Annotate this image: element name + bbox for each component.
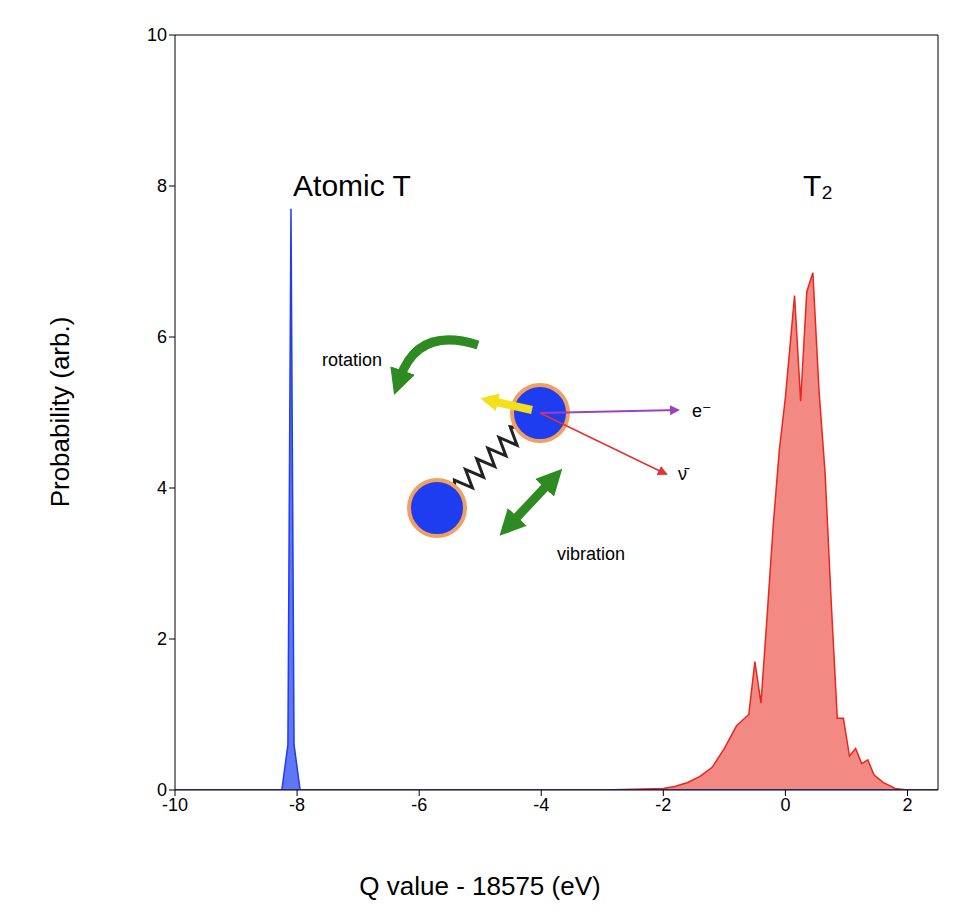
svg-text:-2: -2 <box>655 795 671 815</box>
svg-text:-10: -10 <box>162 794 188 815</box>
svg-text:e⁻: e⁻ <box>692 401 712 421</box>
svg-text:4: 4 <box>157 478 167 498</box>
svg-text:2: 2 <box>902 795 912 815</box>
svg-text:ν̄: ν̄ <box>678 464 690 484</box>
svg-text:-4: -4 <box>533 795 549 815</box>
svg-text:0: 0 <box>780 795 790 815</box>
svg-text:8: 8 <box>157 176 167 196</box>
svg-text:0: 0 <box>157 780 167 800</box>
svg-text:T₂: T₂ <box>803 169 833 202</box>
svg-text:10: 10 <box>147 25 167 45</box>
svg-text:6: 6 <box>157 327 167 347</box>
svg-text:-8: -8 <box>289 795 305 815</box>
svg-text:vibration: vibration <box>557 544 625 564</box>
svg-text:2: 2 <box>157 629 167 649</box>
svg-text:Q value - 18575 (eV): Q value - 18575 (eV) <box>359 871 600 901</box>
svg-text:-6: -6 <box>411 795 427 815</box>
svg-text:rotation: rotation <box>322 350 382 370</box>
svg-text:Atomic T: Atomic T <box>293 169 411 202</box>
svg-text:Probability (arb.): Probability (arb.) <box>45 317 75 508</box>
